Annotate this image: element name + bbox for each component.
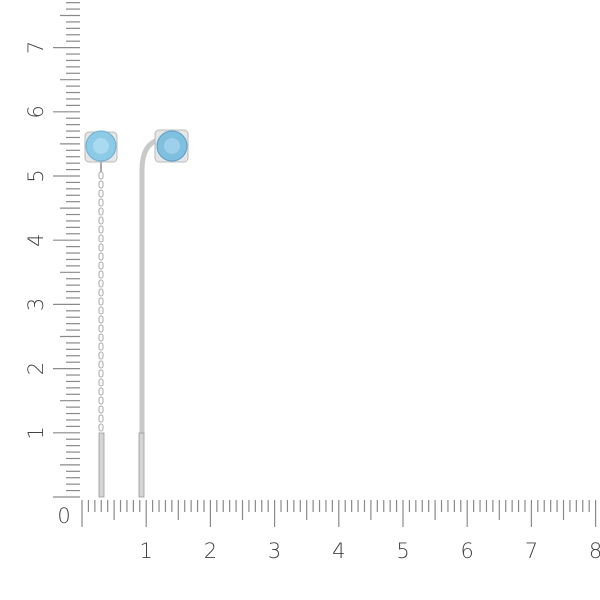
horizontal-ruler-label: 6 xyxy=(461,539,474,563)
vertical-ruler xyxy=(53,2,80,498)
chain-link xyxy=(98,414,104,423)
chain-link xyxy=(98,396,104,405)
vertical-ruler-label: 3 xyxy=(24,298,48,311)
chain-link xyxy=(98,360,104,369)
horizontal-ruler-label: 5 xyxy=(396,539,409,563)
chain-link xyxy=(98,243,104,252)
left-bar xyxy=(98,432,105,498)
horizontal-ruler-label: 1 xyxy=(140,539,153,563)
chain-link xyxy=(98,261,104,270)
right-bar xyxy=(138,432,145,498)
chain-link xyxy=(98,333,104,342)
chain-link xyxy=(98,225,104,234)
chain-link xyxy=(98,252,104,261)
vertical-ruler-label: 7 xyxy=(24,41,48,54)
chain-link xyxy=(98,405,104,414)
chain-link xyxy=(98,297,104,306)
vertical-ruler-label: 4 xyxy=(24,234,48,247)
right-hook xyxy=(139,137,159,435)
chain-link xyxy=(98,351,104,360)
chain-link xyxy=(98,207,104,216)
horizontal-ruler-label: 7 xyxy=(525,539,538,563)
horizontal-ruler-label: 2 xyxy=(204,539,217,563)
chain-link xyxy=(98,324,104,333)
horizontal-ruler-label: 0 xyxy=(57,504,70,528)
horizontal-ruler-label: 4 xyxy=(332,539,345,563)
horizontal-ruler-label: 8 xyxy=(589,539,600,563)
chain-link xyxy=(98,342,104,351)
chain-link xyxy=(98,216,104,225)
left-chain xyxy=(98,171,104,432)
vertical-ruler-label: 2 xyxy=(24,362,48,375)
chain-link xyxy=(98,180,104,189)
left-earring xyxy=(84,130,118,498)
horizontal-ruler xyxy=(81,500,597,527)
chain-link xyxy=(98,423,104,432)
chain-link xyxy=(98,171,104,180)
chain-link xyxy=(98,234,104,243)
chain-link xyxy=(98,315,104,324)
chain-link xyxy=(98,387,104,396)
chain-link xyxy=(98,189,104,198)
chain-link xyxy=(98,288,104,297)
chain-link xyxy=(98,378,104,387)
horizontal-ruler-label: 3 xyxy=(268,539,281,563)
vertical-ruler-label: 1 xyxy=(24,426,48,439)
chain-link xyxy=(98,369,104,378)
vertical-ruler-label: 5 xyxy=(24,169,48,182)
chain-link xyxy=(98,270,104,279)
chain-link xyxy=(98,279,104,288)
chain-link xyxy=(98,198,104,207)
vertical-ruler-label: 6 xyxy=(24,105,48,118)
right-earring xyxy=(138,129,189,498)
chain-link xyxy=(98,306,104,315)
